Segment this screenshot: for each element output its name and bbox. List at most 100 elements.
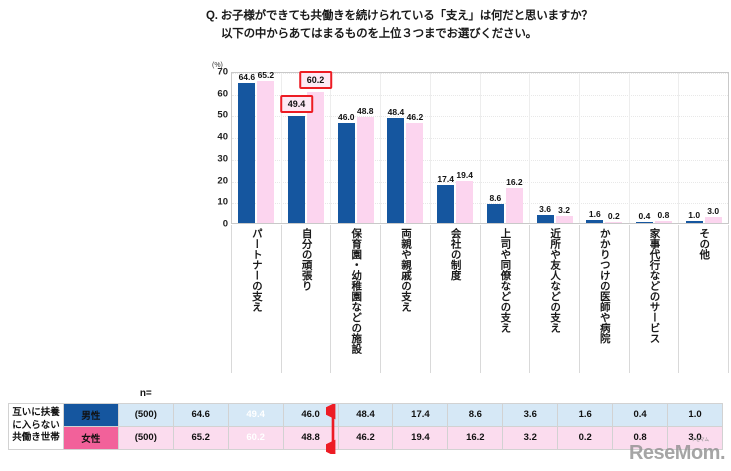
table-header-blank xyxy=(612,385,668,403)
table-value-cell: 64.6 xyxy=(172,402,229,427)
table-header-row: n= xyxy=(8,385,723,403)
plot-area: 64.6 65.2 49.4 60.2 46.0 48.8 48.4 46.2 17.4 19.4… xyxy=(231,70,729,224)
bar-female: 65.2 xyxy=(257,70,275,223)
category-label-cell: 両親や親戚の支え xyxy=(381,225,431,373)
table-header-blank xyxy=(173,385,229,403)
table-header-n: n= xyxy=(118,385,174,403)
table-value-cell: 3.2 xyxy=(502,425,559,450)
category-label-text: 会社の制度 xyxy=(449,228,462,281)
table-row: 女性 (500) 65.2 60.2 48.8 46.2 19.4 16.2 3.2 0.2 0.8… xyxy=(9,425,723,450)
category-labels: パートナーの支え 自分の頑張り 保育園・幼稚園などの施設 両親や親戚の支え 会社の制度 上… xyxy=(231,225,730,373)
table-value-cell: 3.0 xyxy=(667,425,723,450)
y-axis-tick: 60 xyxy=(217,88,228,100)
category-column: 64.6 65.2 xyxy=(232,70,282,223)
table-header-blank xyxy=(447,385,503,403)
bar-group: 64.6 65.2 49.4 60.2 46.0 48.8 48.4 46.2 17.4 19.4… xyxy=(232,70,728,223)
watermark-text: ReseMom. xyxy=(628,442,726,464)
category-label-cell: 近所や友人などの支え xyxy=(530,225,580,373)
category-label-cell: 自分の頑張り xyxy=(282,225,332,373)
category-label-text: 近所や友人などの支え xyxy=(549,228,562,333)
category-label-cell: 上司や同僚などの支え xyxy=(481,225,531,373)
y-axis-tick: 50 xyxy=(217,109,228,121)
y-axis-unit: (%) xyxy=(212,62,223,69)
table-value-cell: 46.2 xyxy=(337,425,394,450)
table-value-cell-highlighted: 49.4 xyxy=(227,402,284,427)
category-column: 49.4 60.2 xyxy=(279,71,333,223)
bar-male: 48.4 xyxy=(387,107,405,223)
table-value-cell: 0.8 xyxy=(612,425,669,450)
sample-size-cell: (500) xyxy=(117,425,174,450)
bar-value-label: 0.8 xyxy=(657,210,670,221)
bar-male: 1.6 xyxy=(586,209,604,223)
y-axis-tick: 10 xyxy=(217,196,228,208)
category-label-cell: その他 xyxy=(679,225,730,373)
table-value-cell: 48.4 xyxy=(337,402,394,427)
table-header-blank xyxy=(228,385,284,403)
y-axis-tick: 20 xyxy=(217,175,228,187)
page-title: Q. お子様ができても共働きを続けられている「支え」は何だと思いますか？ 以下の… xyxy=(206,8,726,44)
bar-female: 3.2 xyxy=(555,205,573,223)
bar-value-label-highlighted: 49.4 xyxy=(279,94,314,113)
data-table-container: n= 互いに扶養に入らない 共働き世帯 男性 (500) 64.6 49.4 46.0 48.4… xyxy=(8,385,723,463)
bar-value-label: 0.4 xyxy=(638,210,651,221)
sample-size-cell: (500) xyxy=(117,402,174,427)
category-column: 1.0 3.0 xyxy=(679,73,728,223)
table-value-cell: 17.4 xyxy=(392,402,449,427)
bar-female: 0.2 xyxy=(605,211,623,223)
bar-male: 46.0 xyxy=(337,112,355,223)
table-value-cell: 1.0 xyxy=(667,402,723,427)
category-column: 3.6 3.2 xyxy=(530,73,580,223)
bar-value-label-highlighted: 60.2 xyxy=(298,71,333,90)
category-label-cell: 会社の制度 xyxy=(431,225,481,373)
watermark-ruby: リセマム xyxy=(691,437,709,442)
category-column: 8.6 16.2 xyxy=(481,73,531,223)
bar-value-label: 48.8 xyxy=(356,106,374,117)
table-header-blank xyxy=(557,385,613,403)
bar-value-label: 0.2 xyxy=(607,210,620,221)
resemom-watermark: ReseMom. リセマム xyxy=(628,437,726,465)
gender-cell: 女性 xyxy=(62,425,119,450)
bar-value-label: 46.0 xyxy=(337,112,355,123)
bar-value-label: 1.6 xyxy=(588,208,601,219)
bar-male: 0.4 xyxy=(635,211,653,223)
table-value-cell: 0.4 xyxy=(612,402,669,427)
table-value-cell: 48.8 xyxy=(282,425,339,450)
table-value-cell: 8.6 xyxy=(447,402,504,427)
bar-female: 19.4 xyxy=(456,170,474,223)
bar-male: 1.0 xyxy=(685,210,703,223)
category-label-text: パートナーの支え xyxy=(250,228,263,312)
table-value-cell: 46.0 xyxy=(282,402,339,427)
category-column: 46.0 48.8 xyxy=(331,73,382,223)
category-label-cell: 保育園・幼稚園などの施設 xyxy=(331,225,382,373)
category-column: 48.4 46.2 xyxy=(381,73,431,223)
table-value-cell: 16.2 xyxy=(447,425,504,450)
question-line-2: 以下の中からあてはまるものを上位３つまでお選びください。 xyxy=(221,27,537,40)
bar-male: 49.4 xyxy=(279,94,314,223)
bar-value-label: 1.0 xyxy=(688,209,701,220)
category-column: 1.6 0.2 xyxy=(580,73,630,223)
bar-value-label: 16.2 xyxy=(506,176,523,187)
y-axis-tick: 0 xyxy=(222,218,228,230)
bar-value-label: 48.4 xyxy=(387,106,405,117)
row-label-line-2: 共働き世帯 xyxy=(12,432,60,444)
bar-female: 46.2 xyxy=(406,112,424,223)
category-label-cell: かかりつけの医師や病院 xyxy=(580,225,630,373)
table-value-cell: 0.2 xyxy=(557,425,614,450)
bar-male: 8.6 xyxy=(486,193,504,223)
bar-value-label: 19.4 xyxy=(456,169,473,180)
bar-female: 3.0 xyxy=(704,206,722,223)
gender-cell: 男性 xyxy=(62,402,119,427)
table-header-blank xyxy=(667,385,723,403)
table-value-cell-highlighted: 60.2 xyxy=(227,425,284,450)
question-line-1: Q. お子様ができても共働きを続けられている「支え」は何だと思いますか？ xyxy=(206,10,593,22)
bar-value-label: 64.6 xyxy=(238,71,256,82)
bar-female: 60.2 xyxy=(298,71,333,223)
table-value-cell: 1.6 xyxy=(557,402,614,427)
category-label-text: 上司や同僚などの支え xyxy=(499,228,512,333)
y-axis-tick: 70 xyxy=(217,66,228,78)
bar-chart: (%) 70 60 50 40 30 20 10 0 64.6 65.2 49.4 60.2 46.0… xyxy=(198,62,731,392)
category-label-text: 保育園・幼稚園などの施設 xyxy=(350,228,363,354)
bar-female: 16.2 xyxy=(505,177,523,223)
bar-male: 3.6 xyxy=(536,204,554,223)
